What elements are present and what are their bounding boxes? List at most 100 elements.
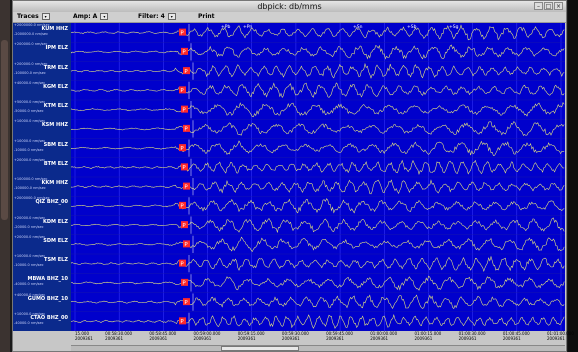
- trace-scale-top: +10000.0 nm/sec: [14, 138, 46, 143]
- time-tick-date: 2009361: [458, 335, 477, 341]
- trace-station-name: KGM ELZ: [43, 83, 68, 90]
- waveform-trace: [71, 179, 565, 195]
- trace-scale-bottom: -100000.0 nm/sec: [14, 70, 46, 75]
- p-pick-marker: [181, 105, 188, 113]
- waveform-trace: [71, 62, 565, 79]
- waveform-canvas[interactable]: P P P P P P P P P P P P P P P P +Pb +Pn +Sn +Sb +Sg: [71, 23, 565, 331]
- trace-scale-bottom: -10000.0 nm/sec: [14, 263, 44, 267]
- time-tick-date: 2009361: [370, 335, 389, 341]
- p-pick-marker: [179, 201, 186, 209]
- waveform-trace: [71, 275, 565, 291]
- trace-scale-bottom: -2000000.0 nm/sec: [14, 32, 49, 36]
- horizontal-scrollbar[interactable]: [71, 345, 565, 351]
- trace-label-row[interactable]: +40000.0 nm/sec GUMO BHZ_10: [13, 293, 71, 312]
- trace-label-row[interactable]: +50000.0 nm/sec KTM ELZ -50000.0 nm/sec: [13, 100, 71, 119]
- trace-label-row[interactable]: MBWA BHZ_10 -40000.0 nm/sec: [13, 273, 71, 292]
- trace-label-row[interactable]: +20000.0 nm/sec BTM ELZ: [13, 158, 71, 177]
- close-button[interactable]: ×: [554, 2, 563, 10]
- minimize-button[interactable]: –: [534, 2, 543, 10]
- trace-label-row[interactable]: +2000000.0 nm/sec QIZ BHZ_00: [13, 196, 71, 215]
- trace-label-row[interactable]: +10000.0 nm/sec KSM HHZ: [13, 119, 71, 138]
- p-pick-label: P: [182, 107, 186, 113]
- trace-scale-top: +50000.0 nm/sec: [14, 100, 46, 104]
- waveform-trace: [71, 198, 565, 214]
- trace-station-name: KTM ELZ: [43, 103, 68, 109]
- trace-label-row[interactable]: +10000.0 nm/sec SBM ELZ -10000.0 nm/sec: [13, 139, 71, 158]
- filter-menu-label: Filter: 4: [138, 13, 165, 20]
- trace-station-name: KDM ELZ: [43, 218, 68, 225]
- time-tick-time: 15.000: [75, 331, 89, 336]
- amp-dropdown-icon[interactable]: ▾: [100, 13, 109, 20]
- phase-label: +Sn: [353, 24, 363, 30]
- trace-scale-top: +100000.0 nm/sec: [14, 177, 48, 181]
- trace-label-row[interactable]: +20000.0 nm/sec KDM ELZ -20000.0 nm/sec: [13, 216, 71, 235]
- p-pick-label: P: [184, 300, 188, 306]
- time-tick-label: 00:58:45.000 2009361: [149, 331, 177, 341]
- waveform-trace: [71, 101, 565, 118]
- trace-station-name: CTAO BHZ_00: [30, 314, 68, 321]
- phase-label: +Pb: [221, 24, 230, 30]
- p-pick-label: P: [182, 165, 186, 171]
- time-tick-label: 00:59:00.000 2009361: [193, 331, 221, 341]
- trace-scale-top: +2000000.0 nm/sec: [14, 23, 50, 27]
- time-tick-label: 15.000 2009361: [75, 331, 93, 341]
- p-pick-label: P: [182, 223, 186, 229]
- trace-station-name: SDM ELZ: [43, 237, 68, 244]
- time-tick-date: 2009361: [326, 335, 344, 341]
- p-pick-label: P: [184, 127, 188, 133]
- waveform-trace: [71, 314, 565, 329]
- trace-label-row[interactable]: +10000.0 nm/sec TSM ELZ -10000.0 nm/sec: [13, 254, 71, 273]
- time-tick-label: 01:00:00.000 2009361: [370, 331, 397, 341]
- time-tick-date: 2009361: [105, 335, 123, 341]
- trace-label-row[interactable]: +20000.0 nm/sec SDM ELZ: [13, 235, 71, 254]
- p-pick-label: P: [180, 319, 184, 325]
- trace-label-row[interactable]: +10000.0 nm/sec CTAO BHZ_00 -40000.0 nm/se…: [13, 312, 71, 331]
- time-tick-time: 00:59:00.000: [193, 331, 221, 336]
- right-dark-edge: [568, 0, 578, 352]
- print-button-label: Print: [198, 13, 215, 20]
- p-pick-marker: [181, 163, 188, 171]
- p-pick-marker: [183, 67, 190, 75]
- trace-station-name: KUM HHZ: [41, 26, 68, 32]
- print-button[interactable]: Print: [198, 12, 215, 22]
- time-tick-time: 00:58:45.000: [149, 331, 177, 336]
- trace-scale-top: +20000.0 nm/sec: [14, 215, 46, 220]
- trace-station-name: BTM ELZ: [43, 160, 68, 167]
- trace-scale-bottom: -20000.0 nm/sec: [14, 224, 44, 229]
- time-tick-time: 00:59:30.000: [281, 331, 309, 336]
- trace-station-name: KSM HHZ: [41, 122, 68, 129]
- filter-menu[interactable]: Filter: 4 ▾: [138, 12, 176, 22]
- trace-label-row[interactable]: +40000.0 nm/sec KGM ELZ: [13, 81, 71, 100]
- trace-label-row[interactable]: +2000000.0 nm/sec KUM HHZ -2000000.0 nm/se…: [13, 23, 71, 42]
- trace-station-name: QIZ BHZ_00: [35, 199, 68, 206]
- amp-menu[interactable]: Amp: A ▾: [73, 12, 109, 22]
- trace-scale-bottom: -40000.0 nm/sec: [14, 320, 44, 325]
- traces-dropdown-icon[interactable]: ▾: [41, 13, 50, 20]
- time-tick-label: 01:01:00.000 2009361: [547, 331, 574, 341]
- left-photo-edge: [0, 0, 10, 352]
- time-tick-date: 2009361: [237, 335, 256, 341]
- trace-label-row[interactable]: +200000.0 nm/sec TRM ELZ -100000.0 nm/sec: [13, 62, 71, 81]
- waveform-trace: [71, 82, 565, 98]
- trace-scale-top: +200000.0 nm/sec: [14, 42, 48, 47]
- waveform-plot[interactable]: P P P P P P P P P P P P P P P P +Pb +Pn +Sn +Sb +Sg: [71, 23, 565, 331]
- waveform-trace: [71, 255, 565, 272]
- trace-scale-top: +10000.0 nm/sec: [14, 254, 46, 258]
- p-pick-marker: [181, 221, 188, 229]
- time-tick-date: 2009361: [414, 335, 433, 341]
- p-pick-marker: [183, 182, 190, 190]
- p-pick-label: P: [180, 30, 184, 36]
- time-tick-label: 01:00:30.000 2009361: [458, 331, 486, 341]
- traces-menu[interactable]: Traces ▾: [17, 12, 50, 22]
- maximize-button[interactable]: □: [544, 2, 553, 10]
- filter-dropdown-icon[interactable]: ▾: [167, 13, 176, 20]
- time-tick-time: 01:00:30.000: [458, 331, 486, 336]
- p-pick-marker: [179, 28, 186, 36]
- scrollbar-thumb[interactable]: [221, 346, 299, 351]
- trace-label-row[interactable]: +100000.0 nm/sec KKM HHZ -100000.0 nm/sec: [13, 177, 71, 196]
- time-tick-label: 00:58:30.000 2009361: [105, 331, 132, 341]
- trace-station-name: TRM ELZ: [43, 64, 68, 71]
- trace-scale-bottom: -10000.0 nm/sec: [14, 147, 44, 152]
- trace-label-row[interactable]: +200000.0 nm/sec IPM ELZ: [13, 42, 71, 61]
- p-pick-label: P: [180, 146, 184, 152]
